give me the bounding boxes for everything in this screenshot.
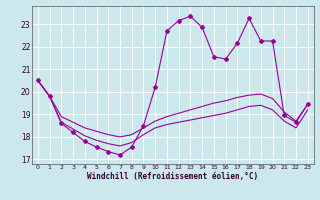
X-axis label: Windchill (Refroidissement éolien,°C): Windchill (Refroidissement éolien,°C)	[87, 172, 258, 181]
